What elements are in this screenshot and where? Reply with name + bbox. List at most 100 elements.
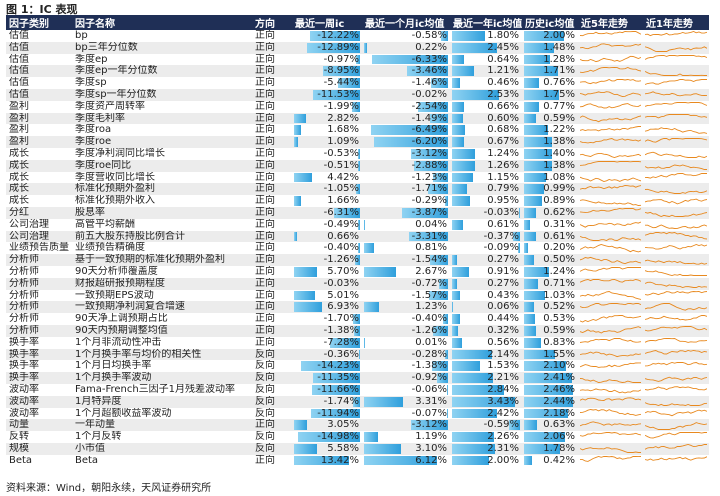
header-month-ic: 最近一个月ic均值	[362, 15, 450, 30]
ic-bar	[524, 89, 560, 100]
factor-name-cell: 季度roa	[75, 124, 112, 136]
ic-value: 0.66%	[327, 230, 359, 242]
trend-5y-sparkline	[578, 242, 643, 254]
direction-cell: 正向	[252, 277, 292, 290]
direction-cell: 正向	[255, 100, 275, 112]
ic-bar	[452, 255, 457, 265]
month-ic-cell: -0.28%	[362, 348, 450, 361]
year-ic-cell: 2.14%	[450, 348, 522, 361]
hist-ic-cell: 0.77%	[522, 101, 578, 113]
trend-1y-sparkline	[643, 442, 709, 455]
sparkline-path	[645, 302, 707, 311]
trend-1y-sparkline	[643, 136, 709, 148]
ic-value: -0.72%	[411, 277, 447, 289]
ic-value: -1.38%	[411, 360, 447, 372]
year-ic-cell: 2.31%	[450, 442, 522, 455]
sparkline-path	[580, 377, 641, 383]
ic-bar	[358, 219, 360, 230]
category-cell: 成长	[6, 183, 72, 196]
sparkline-path	[645, 386, 707, 391]
year-ic-cell: 1.15%	[450, 172, 522, 184]
ic-value: 2.67%	[415, 265, 447, 277]
hist-ic-cell: 2.46%	[522, 384, 578, 396]
year-ic-cell: 0.32%	[450, 324, 522, 337]
ic-value: 2.14%	[487, 348, 519, 360]
ic-value: 3.31%	[415, 395, 447, 407]
ic-value: -11.53%	[317, 88, 359, 100]
header-hist-ic: 历史ic均值	[522, 15, 578, 30]
month-ic-cell: -0.92%	[362, 372, 450, 384]
month-ic-cell: 3.31%	[362, 395, 450, 408]
ic-bar	[309, 31, 360, 41]
ic-bar	[427, 184, 448, 195]
sparkline-path	[645, 456, 707, 461]
ic-value: 0.83%	[543, 336, 575, 348]
ic-value: -0.36%	[323, 348, 359, 360]
trend-5y-sparkline	[578, 313, 643, 325]
ic-value: 13.42%	[320, 454, 359, 466]
ic-bar	[433, 172, 448, 183]
ic-value: 1.08%	[543, 171, 575, 183]
year-ic-cell: 0.64%	[450, 54, 522, 66]
direction-cell: 正向	[255, 289, 275, 301]
sparkline-path	[580, 267, 641, 273]
ic-value: 0.99%	[543, 183, 575, 195]
month-ic-cell: 1.23%	[362, 301, 450, 314]
ic-value: -11.94%	[317, 407, 359, 419]
ic-value: 3.10%	[415, 442, 447, 454]
ic-bar	[447, 384, 448, 395]
direction-cell: 正向	[252, 324, 292, 337]
ic-bar	[524, 31, 565, 41]
sparkline-path	[645, 70, 707, 76]
category-cell: 分析师	[9, 265, 39, 277]
ic-bar	[429, 290, 448, 301]
ic-bar	[447, 408, 448, 419]
ic-value: 0.42%	[543, 454, 575, 466]
sparkline-path	[645, 259, 707, 265]
month-ic-cell: -3.46%	[362, 65, 450, 78]
table-row: Beta Beta 正向 13.42% 6.12% 2.00% 0.42%	[6, 455, 709, 467]
table-row: 分析师 财报超研报预期程度 正向 -0.03% -0.72% 0.27% 0.71%	[6, 277, 709, 290]
ic-bar	[452, 184, 467, 195]
ic-bar	[294, 113, 306, 124]
ic-value: 1.24%	[543, 265, 575, 277]
sparkline-path	[645, 314, 707, 320]
direction-cell: 正向	[252, 88, 292, 101]
sparkline-path	[645, 224, 707, 230]
ic-bar	[301, 361, 360, 372]
category-cell: 换手率	[9, 336, 39, 348]
ic-bar	[524, 54, 550, 65]
trend-5y-sparkline	[578, 266, 643, 278]
ic-bar	[364, 266, 396, 277]
hist-ic-cell: 1.40%	[522, 148, 578, 160]
ic-bar	[452, 78, 461, 88]
ic-bar	[524, 78, 540, 88]
month-ic-cell: -0.29%	[362, 195, 450, 207]
sparkline-path	[580, 43, 641, 50]
week-ic-cell: 1.66%	[292, 195, 362, 207]
year-ic-cell: 0.46%	[450, 77, 522, 89]
ic-bar	[364, 432, 379, 442]
trend-1y-sparkline	[643, 455, 709, 467]
factor-name-cell: 标准化预期外收入	[75, 195, 155, 207]
ic-value: 0.52%	[543, 301, 575, 313]
table-row: 动量 一年动量 正向 3.05% -3.12% -0.59% 0.63%	[6, 419, 709, 432]
ic-bar	[323, 66, 360, 77]
ic-bar	[352, 396, 360, 407]
ic-bar	[452, 160, 476, 171]
sparkline-path	[580, 421, 641, 426]
ic-value: 1.55%	[543, 348, 575, 360]
trend-1y-sparkline	[643, 124, 709, 136]
factor-name-cell: 1个月超额收益率波动	[75, 407, 172, 419]
sparkline-path	[580, 388, 641, 394]
ic-value: 0.59%	[543, 112, 575, 124]
ic-bar	[313, 373, 360, 383]
ic-bar	[452, 325, 458, 336]
table-row: 换手率 1个月非流动性冲击 正向 -7.28% 0.01% 0.56% 0.83%	[6, 337, 709, 349]
direction-cell: 正向	[255, 313, 275, 325]
trend-1y-sparkline	[643, 54, 709, 66]
factor-name-cell: bp三年分位数	[72, 41, 252, 54]
sparkline-path	[645, 78, 707, 85]
ic-bar	[312, 384, 360, 395]
hist-ic-cell: 2.10%	[522, 360, 578, 372]
